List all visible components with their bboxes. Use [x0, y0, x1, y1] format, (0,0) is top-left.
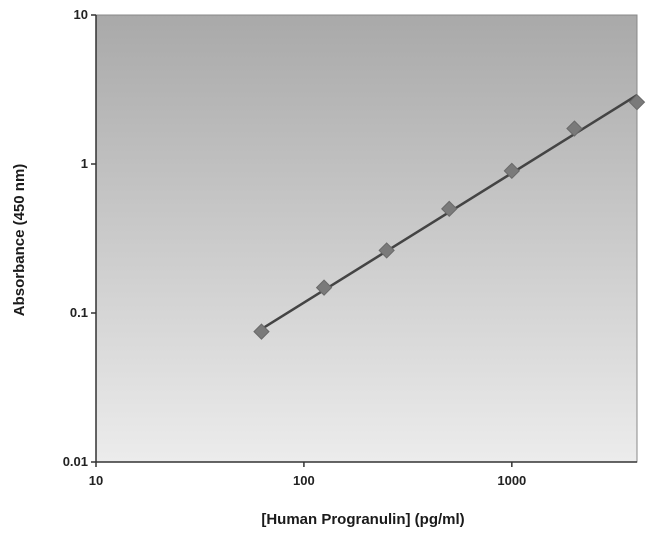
data-point	[503, 162, 521, 180]
plot-area	[95, 14, 638, 463]
data-point	[441, 200, 458, 218]
x-tick-label: 1000	[497, 473, 526, 488]
y-axis-label: Absorbance (450 nm)	[11, 164, 28, 317]
data-point	[378, 242, 395, 259]
y-tick-labels: 0.01 0.1 1 10	[63, 7, 88, 469]
x-tick-marks	[95, 462, 513, 467]
x-tick-labels: 10 100 1000	[89, 473, 527, 488]
data-point	[628, 93, 646, 111]
x-tick-label: 100	[293, 473, 315, 488]
y-tick-label: 0.01	[63, 454, 88, 469]
x-axis-label: [Human Progranulin] (pg/ml)	[261, 511, 464, 528]
y-tick-label: 1	[81, 156, 88, 171]
data-point	[315, 279, 333, 296]
y-tick-label: 0.1	[70, 305, 88, 320]
data-point	[253, 323, 270, 340]
y-tick-label: 10	[74, 7, 88, 22]
data-points	[253, 93, 646, 340]
y-tick-marks	[91, 14, 96, 463]
data-point	[566, 120, 583, 137]
x-tick-label: 10	[89, 473, 103, 488]
